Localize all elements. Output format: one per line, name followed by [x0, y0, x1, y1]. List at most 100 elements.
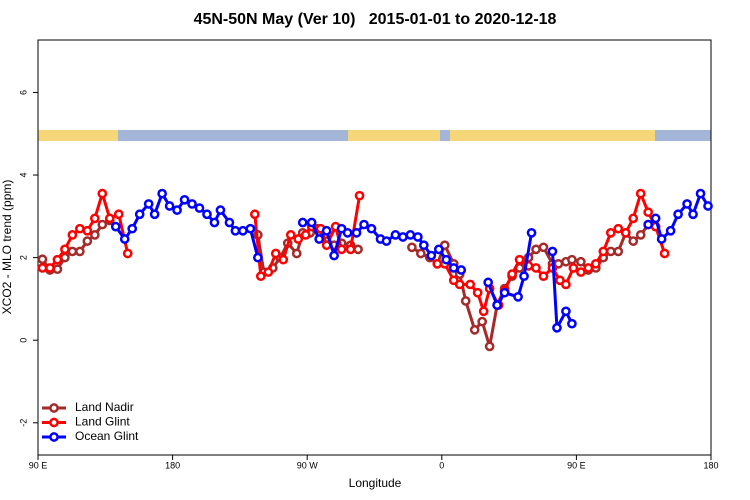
y-tick-label: 4	[18, 173, 28, 178]
point	[484, 341, 495, 352]
legend-label: Land Glint	[75, 415, 130, 429]
legend-marker	[49, 432, 59, 442]
y-tick-label: 0	[18, 338, 28, 343]
point	[472, 287, 483, 298]
point	[547, 246, 558, 257]
point	[255, 271, 266, 282]
point	[416, 248, 426, 259]
point	[252, 252, 263, 263]
point	[682, 199, 692, 209]
point	[398, 232, 408, 242]
point	[478, 306, 489, 317]
point	[492, 300, 502, 310]
point	[448, 263, 459, 273]
point	[456, 265, 467, 275]
legend-marker	[49, 403, 59, 413]
point	[366, 223, 377, 234]
point	[390, 230, 401, 240]
point	[67, 246, 78, 257]
point	[635, 230, 646, 240]
point	[643, 207, 654, 218]
point	[354, 190, 365, 201]
map-strip-ocean	[440, 130, 450, 141]
point	[598, 246, 609, 257]
point	[519, 271, 529, 282]
point	[659, 248, 670, 259]
point	[413, 232, 423, 242]
point	[143, 199, 154, 209]
map-strip-ocean	[118, 130, 348, 141]
point	[605, 246, 616, 257]
point	[172, 205, 182, 215]
point	[321, 225, 332, 236]
point	[45, 263, 55, 273]
x-tick-label: 180	[165, 460, 180, 470]
point	[37, 254, 48, 265]
point	[465, 279, 476, 290]
point	[381, 236, 392, 246]
point	[82, 236, 93, 246]
point	[628, 236, 639, 246]
point	[359, 219, 369, 230]
point	[531, 244, 541, 255]
point	[89, 230, 100, 240]
point	[688, 209, 698, 220]
point	[250, 209, 260, 220]
point	[122, 248, 133, 259]
point	[113, 209, 124, 220]
point	[300, 230, 311, 240]
point	[127, 223, 138, 234]
point	[656, 234, 667, 244]
y-tick-label: 2	[18, 255, 28, 260]
point	[97, 188, 108, 199]
point	[613, 223, 624, 234]
point	[460, 296, 471, 306]
point	[441, 254, 452, 265]
legend-label: Ocean Glint	[75, 429, 139, 443]
point	[433, 244, 444, 255]
point	[613, 246, 624, 257]
point	[314, 234, 325, 244]
point	[635, 188, 646, 199]
point	[149, 209, 160, 220]
point	[695, 188, 706, 199]
point	[263, 267, 274, 277]
point	[568, 263, 579, 273]
point	[104, 213, 115, 224]
point	[89, 213, 100, 224]
point	[293, 234, 304, 244]
x-axis-label: Longitude	[349, 476, 402, 490]
point	[576, 256, 586, 267]
point	[351, 227, 362, 238]
y-tick-label: 6	[18, 90, 28, 95]
point	[507, 269, 517, 279]
point	[345, 244, 356, 255]
point	[561, 279, 571, 290]
point	[650, 213, 661, 224]
point	[37, 263, 48, 273]
point	[82, 225, 93, 236]
point	[278, 254, 289, 265]
point	[703, 201, 713, 211]
point	[552, 322, 562, 333]
point	[342, 227, 353, 238]
point	[561, 306, 571, 317]
point	[426, 250, 437, 261]
point	[407, 242, 417, 253]
point	[514, 254, 525, 265]
x-tick-label: 90 E	[567, 460, 586, 470]
legend-marker	[49, 417, 59, 428]
point	[75, 246, 85, 257]
point	[329, 250, 339, 261]
point	[297, 217, 308, 228]
point	[477, 316, 488, 327]
point	[538, 242, 549, 253]
point	[215, 205, 226, 215]
chart-title: 45N-50N May (Ver 10) 2015-01-01 to 2020-…	[194, 11, 557, 28]
y-axis-label: XCO2 - MLO trend (ppm)	[0, 180, 14, 315]
point	[67, 230, 78, 240]
point	[531, 263, 541, 273]
point	[538, 271, 549, 282]
point	[419, 240, 429, 251]
